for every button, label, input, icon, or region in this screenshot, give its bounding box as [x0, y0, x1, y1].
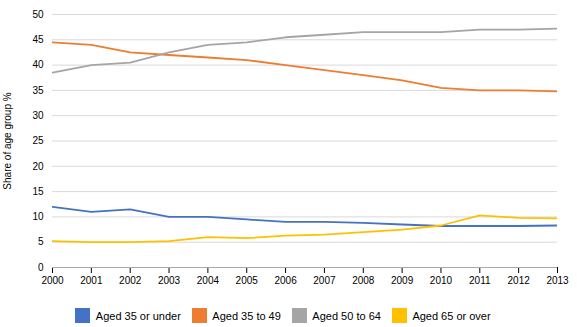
svg-text:2011: 2011: [469, 275, 491, 286]
svg-text:0: 0: [38, 262, 44, 273]
svg-text:45: 45: [32, 34, 44, 45]
svg-text:2006: 2006: [274, 275, 297, 286]
svg-text:15: 15: [32, 186, 44, 197]
svg-text:50: 50: [32, 9, 44, 20]
svg-text:30: 30: [32, 110, 44, 121]
html-text:Aged 35 or under: Aged 35 or under: [95, 309, 181, 322]
html-text:Aged 65 or over: Aged 65 or over: [412, 309, 491, 322]
svg-text:2003: 2003: [158, 275, 181, 286]
svg-text:25: 25: [32, 135, 44, 146]
svg-text:2010: 2010: [430, 275, 453, 286]
svg-text:5: 5: [38, 236, 44, 247]
svg-text:2000: 2000: [41, 275, 64, 286]
svg-text:2012: 2012: [508, 275, 531, 286]
svg-text:40: 40: [32, 59, 44, 70]
html-text:Aged 50 to 64: Aged 50 to 64: [312, 309, 381, 322]
html-text:Aged 35 to 49: Aged 35 to 49: [212, 309, 281, 322]
svg-text:2008: 2008: [352, 275, 375, 286]
svg-text:2001: 2001: [80, 275, 103, 286]
svg-text:Share of age group %: Share of age group %: [2, 92, 13, 189]
svg-text:2013: 2013: [546, 275, 569, 286]
svg-text:2009: 2009: [391, 275, 414, 286]
svg-text:20: 20: [32, 161, 44, 172]
svg-text:2004: 2004: [197, 275, 220, 286]
svg-text:10: 10: [32, 211, 44, 222]
svg-text:2007: 2007: [313, 275, 336, 286]
svg-text:35: 35: [32, 85, 44, 96]
svg-text:2005: 2005: [236, 275, 259, 286]
svg-text:2002: 2002: [119, 275, 142, 286]
